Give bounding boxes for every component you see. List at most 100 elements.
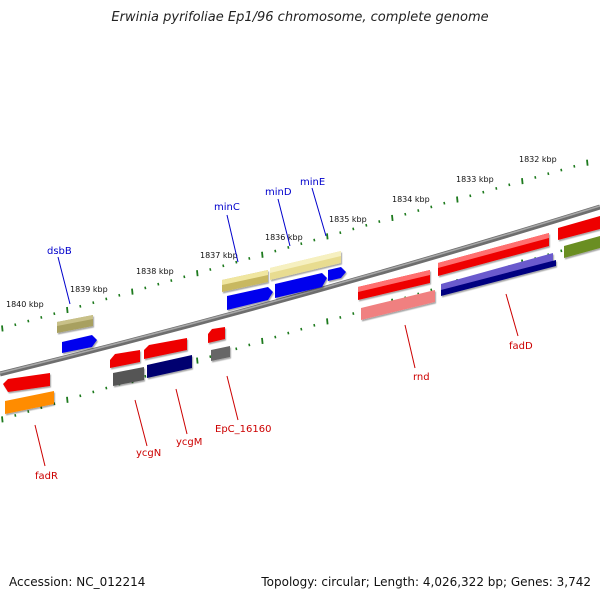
leader-fadD [505, 293, 519, 337]
gene-block-minE[interactable] [328, 267, 346, 281]
gene-block-rnd[interactable] [361, 290, 435, 320]
gene-block-red-1832[interactable] [558, 216, 600, 240]
upper-track-tick [430, 205, 433, 209]
leader-ycgN [134, 399, 148, 447]
gene-block-ycgM[interactable] [147, 355, 192, 378]
gene-label-minE[interactable]: minE [300, 177, 325, 188]
gene-label-minC[interactable]: minC [214, 202, 240, 213]
chromosome-backbone-highlight [0, 205, 600, 374]
accession-text: Accession: NC_012214 [9, 575, 146, 589]
upper-track-tick [196, 270, 199, 277]
upper-track-tick [53, 312, 56, 316]
lower-track-tick [40, 406, 43, 410]
leader-minD [277, 198, 291, 247]
lower-track-tick [235, 347, 238, 351]
lower-track-tick [105, 386, 108, 390]
upper-track-tick [248, 257, 251, 260]
upper-track-tick [92, 301, 95, 305]
upper-track-tick [79, 304, 82, 308]
upper-track-tick [209, 268, 212, 271]
upper-track-tick [586, 159, 589, 166]
gene-block-EpC_16160[interactable] [211, 346, 230, 361]
leader-EpC_16160 [226, 375, 239, 421]
map-title: Erwinia pyrifoliae Ep1/96 chromosome, co… [111, 10, 489, 25]
upper-track-tick [27, 319, 30, 323]
kbp-scale-labels: 1840 kbp 1839 kbp 1838 kbp 1837 kbp 1836… [6, 155, 557, 309]
gene-block-fadR[interactable] [5, 391, 54, 414]
leader-minE [311, 187, 327, 237]
upper-track-tick [326, 233, 329, 240]
leader-dsbB [57, 256, 71, 305]
lower-track-tick [300, 327, 303, 331]
lower-track-tick [560, 249, 563, 253]
lower-track-tick [339, 315, 342, 319]
topology-summary-text: Topology: circular; Length: 4,026,322 bp… [261, 575, 591, 589]
forward-gene-blocks [57, 216, 600, 353]
upper-track-tick [40, 315, 43, 319]
lower-track-tick [53, 402, 56, 406]
lower-track-tick [27, 410, 30, 413]
upper-track-tick [391, 214, 394, 222]
upper-track-tick [417, 209, 420, 213]
gene-block-red-1838b[interactable] [144, 338, 187, 359]
upper-track-tick [222, 264, 225, 268]
gene-label-fadR[interactable]: fadR [35, 471, 58, 482]
gene-block-ycgN[interactable] [113, 367, 144, 386]
lower-track-tick [196, 357, 199, 364]
gene-label-fadD[interactable]: fadD [509, 341, 533, 352]
lower-track-tick [326, 318, 329, 325]
upper-track-tick [339, 231, 342, 235]
upper-track-tick [287, 245, 290, 249]
upper-track-tick [157, 282, 160, 286]
gene-label-minD[interactable]: minD [265, 187, 292, 198]
upper-track-tick [508, 183, 511, 187]
upper-track-tick [235, 260, 238, 264]
gene-block-dsbB[interactable] [62, 335, 97, 353]
gene-label-ycgN[interactable]: ycgN [136, 448, 161, 459]
gene-block-red-1840[interactable] [3, 373, 50, 392]
lower-track-tick [209, 355, 212, 359]
gene-block-minC[interactable] [227, 287, 273, 310]
lower-track-tick [79, 394, 82, 398]
gene-label-ycgM[interactable]: ycgM [176, 437, 202, 448]
upper-track-tick [534, 175, 537, 179]
kbp-label-1837: 1837 kbp [200, 251, 238, 260]
upper-track-tick [547, 172, 550, 176]
gene-label-rnd[interactable]: rnd [413, 372, 430, 383]
leader-ycgM [175, 388, 188, 435]
lower-track-tick [313, 323, 316, 327]
gene-block-red-1837[interactable] [208, 327, 225, 343]
lower-track-tick [1, 416, 4, 423]
lower-track-tick [261, 337, 264, 345]
gene-block-red-1833-top [438, 233, 549, 268]
upper-track-tick [365, 223, 368, 227]
kbp-label-1836: 1836 kbp [265, 233, 303, 242]
gene-block-red-1838a[interactable] [110, 350, 140, 368]
upper-track-tick [118, 293, 121, 297]
upper-tick-track [1, 159, 589, 332]
upper-track-tick [300, 242, 303, 246]
upper-track-tick [573, 164, 576, 168]
upper-track-tick [482, 190, 485, 194]
lower-track-tick [248, 343, 251, 347]
kbp-label-1839: 1839 kbp [70, 285, 108, 294]
gene-block-minD[interactable] [275, 273, 327, 298]
gene-block-olive-1832[interactable] [564, 236, 600, 258]
reverse-gene-blocks [3, 327, 230, 414]
upper-track-tick [131, 288, 134, 295]
gene-block-fadD[interactable] [441, 260, 556, 296]
gene-block-khaki-1837-top [222, 270, 268, 285]
kbp-label-1835: 1835 kbp [329, 215, 367, 224]
kbp-label-1838: 1838 kbp [136, 267, 174, 276]
lower-track-tick [144, 374, 147, 378]
upper-track-tick [144, 286, 147, 290]
gene-label-dsbB[interactable]: dsbB [47, 246, 72, 257]
gene-block-khaki-1836-top [270, 251, 341, 273]
upper-track-tick [66, 306, 69, 314]
upper-track-tick [404, 212, 407, 216]
gene-block-dsbB-khaki-top [57, 315, 93, 326]
lower-track-tick [92, 390, 95, 394]
gene-label-EpC_16160[interactable]: EpC_16160 [215, 424, 271, 435]
